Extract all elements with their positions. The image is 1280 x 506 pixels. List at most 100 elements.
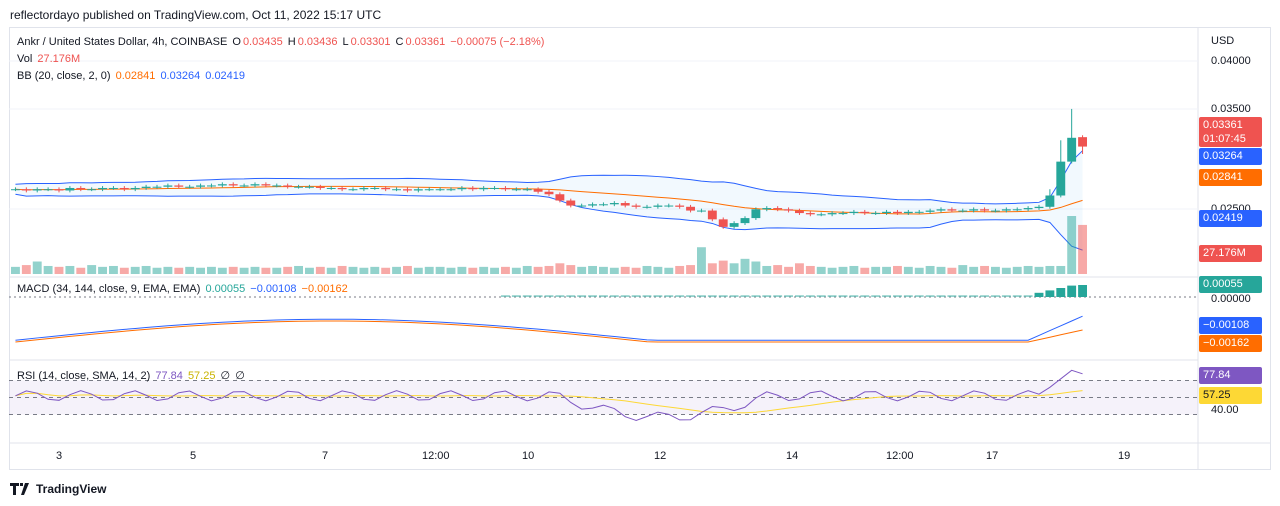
time-tick: 5 [190, 450, 197, 462]
candle-body [653, 205, 663, 207]
macd-hist-bar [675, 295, 685, 297]
candle-body [272, 185, 282, 187]
symbol-title[interactable]: Ankr / United States Dollar, 4h, COINBAS… [17, 36, 228, 48]
macd-hist-bar [707, 295, 717, 297]
candle-body [1001, 209, 1011, 211]
candle-body [141, 186, 151, 188]
candle-body [675, 205, 685, 207]
candle-body [631, 205, 641, 207]
macd-hist-bar [991, 295, 1000, 297]
macd-hist-value: 0.00055 [205, 283, 246, 295]
volume-bar [370, 266, 380, 274]
candle-body [980, 209, 989, 211]
candle-body [925, 210, 935, 212]
volume-bar [522, 265, 532, 274]
candle-body [294, 186, 303, 188]
candle-body [620, 203, 630, 206]
bb-basis-value: 0.02841 [115, 70, 156, 82]
volume-bar [914, 267, 924, 274]
volume-bar [457, 266, 467, 274]
macd-hist-bar [784, 295, 793, 297]
rsi-label[interactable]: RSI (14, close, SMA, 14, 2) [17, 370, 151, 382]
candle-body [599, 204, 608, 206]
main-legend: Ankr / United States Dollar, 4h, COINBAS… [17, 36, 546, 48]
volume-bar [468, 267, 478, 274]
macd-hist-bar [577, 295, 587, 297]
candle-body [1045, 195, 1055, 207]
tradingview-logo[interactable]: TradingView [10, 482, 106, 496]
macd-hist-bar [620, 295, 630, 297]
candle-body [882, 211, 891, 214]
volume-bar [392, 266, 401, 274]
macd-hist-bar [882, 295, 891, 297]
currency-label[interactable]: USD [1211, 35, 1235, 47]
vol-label[interactable]: Vol [17, 53, 33, 65]
candle-body [784, 209, 793, 211]
tradingview-icon [10, 483, 29, 495]
volume-bar [21, 265, 31, 274]
macd-hist-bar [947, 295, 957, 297]
volume-bar [283, 266, 293, 274]
macd-hist-bar [936, 295, 946, 297]
volume-bar [98, 266, 107, 274]
volume-bar [795, 263, 804, 274]
macd-hist-bar [762, 295, 772, 297]
candle-body [511, 189, 521, 191]
candle-body [98, 187, 107, 190]
open-value: 0.03435 [242, 36, 283, 48]
volume-bar [980, 265, 989, 274]
volume-bar [609, 267, 619, 274]
candle-body [326, 187, 336, 189]
rsi-ma-badge: 57.25 [1199, 387, 1262, 404]
candle-body [479, 187, 489, 190]
candle-body [958, 210, 968, 212]
volume-bar [130, 266, 140, 274]
macd-label[interactable]: MACD (34, 144, close, 9, EMA, EMA) [17, 283, 201, 295]
candle-body [1056, 161, 1066, 196]
candle-body [544, 191, 554, 195]
time-tick: 12:00 [886, 450, 914, 462]
candle-body [315, 186, 325, 188]
volume-bar [32, 261, 42, 274]
candle-body [185, 186, 195, 188]
bb-upper-badge: 0.03264 [1199, 148, 1262, 165]
rsi-ma-line [15, 390, 1083, 414]
macd-hist-bar [631, 295, 641, 297]
bb-basis-line [15, 185, 1083, 215]
tradingview-text: TradingView [36, 482, 107, 496]
bb-label[interactable]: BB (20, close, 2, 0) [17, 70, 111, 82]
candle-body [947, 209, 957, 211]
candle-body [152, 186, 162, 188]
price-tick-1: 0.03500 [1211, 103, 1251, 115]
volume-bar [544, 265, 554, 274]
volume-bar [185, 266, 195, 274]
high-value: 0.03436 [297, 36, 338, 48]
volume-bar [838, 266, 848, 274]
macd-signal-badge: −0.00162 [1199, 335, 1262, 352]
candle-body [718, 219, 728, 227]
volume-bar [827, 267, 837, 274]
candle-body [805, 213, 815, 215]
time-tick: 7 [322, 450, 329, 462]
rsi-value: 77.84 [155, 370, 183, 382]
volume-bar [141, 265, 151, 274]
macd-hist-bar [958, 295, 968, 297]
countdown-text: 01:07:45 [1203, 133, 1246, 145]
candle-body [697, 210, 706, 212]
candle-body [686, 206, 695, 211]
bb-legend: BB (20, close, 2, 0) 0.02841 0.03264 0.0… [17, 70, 247, 82]
macd-hist-bar [609, 295, 619, 297]
candle-body [130, 187, 140, 190]
candle-body [555, 194, 565, 201]
macd-hist-bar [555, 295, 565, 297]
volume-bar [54, 266, 64, 274]
macd-hist-bar [838, 295, 848, 297]
candle-body [370, 187, 380, 189]
volume-bar [348, 266, 358, 274]
low-value: 0.03301 [350, 36, 391, 48]
volume-bar [740, 258, 750, 274]
rsi-ma-value: 57.25 [187, 370, 216, 382]
candle-body [893, 211, 902, 214]
volume-bar [1045, 265, 1055, 274]
